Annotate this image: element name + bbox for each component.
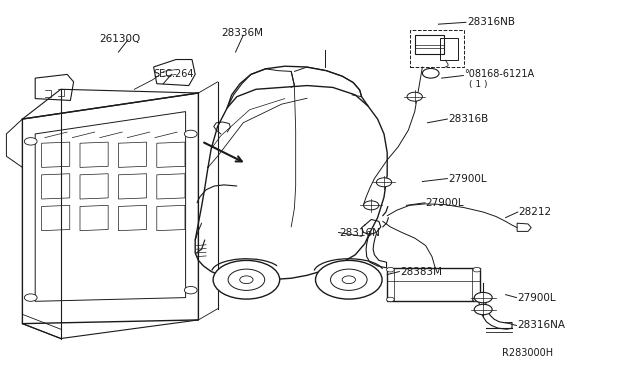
Circle shape	[422, 68, 439, 78]
Text: 26130Q: 26130Q	[99, 34, 140, 44]
Text: 28212: 28212	[518, 207, 552, 217]
Circle shape	[24, 294, 37, 301]
Text: 28316B: 28316B	[448, 114, 488, 124]
Circle shape	[407, 92, 422, 101]
Circle shape	[387, 297, 394, 302]
Circle shape	[184, 286, 197, 294]
Text: °08168-6121A: °08168-6121A	[464, 70, 534, 79]
Circle shape	[240, 276, 253, 283]
Circle shape	[473, 267, 481, 272]
Text: 28316NB: 28316NB	[467, 17, 515, 27]
Circle shape	[24, 138, 37, 145]
Circle shape	[213, 260, 280, 299]
Circle shape	[342, 276, 355, 283]
Text: 27900L: 27900L	[426, 198, 464, 208]
Circle shape	[364, 201, 379, 210]
Text: 28316NA: 28316NA	[517, 321, 565, 330]
Text: B: B	[428, 70, 433, 76]
Bar	[410, 30, 464, 67]
Text: 28316N: 28316N	[339, 228, 380, 237]
Text: ( 1 ): ( 1 )	[469, 80, 488, 89]
Circle shape	[474, 304, 492, 315]
Text: 27900L: 27900L	[517, 293, 556, 302]
Circle shape	[376, 178, 392, 187]
Circle shape	[330, 269, 367, 291]
Bar	[440, 38, 458, 60]
Circle shape	[474, 292, 492, 303]
Text: 28336M: 28336M	[221, 29, 263, 38]
Text: R283000H: R283000H	[502, 349, 554, 358]
Circle shape	[228, 269, 265, 291]
Bar	[415, 35, 444, 54]
Text: 28383M: 28383M	[400, 267, 442, 276]
Bar	[387, 268, 480, 301]
Text: SEC.264: SEC.264	[154, 70, 194, 79]
Circle shape	[316, 260, 382, 299]
Text: 27900L: 27900L	[448, 174, 486, 183]
Circle shape	[473, 297, 481, 302]
Circle shape	[184, 130, 197, 138]
Circle shape	[387, 267, 394, 272]
